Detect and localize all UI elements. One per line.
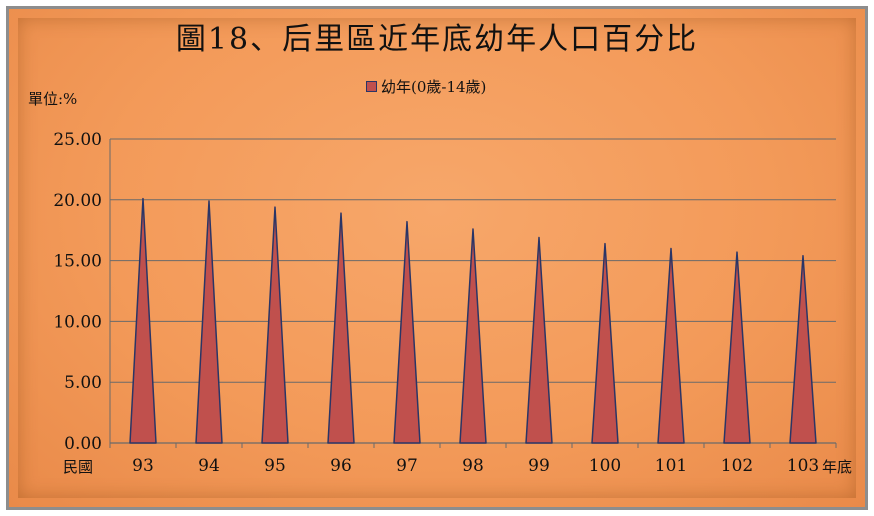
x-tick-label: 94 — [198, 456, 220, 476]
data-spike — [459, 228, 487, 444]
x-tick-label: 97 — [396, 456, 418, 476]
x-caption-left: 民國 — [63, 458, 93, 476]
chart-legend: 幼年(0歲-14歲) — [366, 76, 486, 97]
y-tick-label: 25.00 — [53, 130, 102, 150]
x-caption-right: 年底 — [822, 458, 852, 476]
x-tick-label: 95 — [264, 456, 286, 476]
x-tick-label: 98 — [462, 456, 484, 476]
y-unit-label: 單位:% — [28, 90, 78, 108]
data-spike — [195, 200, 223, 444]
data-spike — [129, 197, 157, 444]
y-tick-label: 15.00 — [53, 252, 102, 272]
data-spike — [327, 212, 355, 444]
data-spike — [789, 254, 817, 444]
data-spike — [393, 220, 421, 444]
y-tick-label: 20.00 — [53, 191, 102, 211]
x-tick-label: 102 — [721, 456, 753, 476]
y-tick-label: 0.00 — [64, 434, 102, 454]
x-tick-label: 100 — [589, 456, 621, 476]
legend-label: 幼年(0歲-14歲) — [381, 78, 487, 96]
x-tick-label: 93 — [132, 456, 154, 476]
data-spike — [525, 236, 553, 444]
x-tick-label: 99 — [528, 456, 550, 476]
data-spike — [261, 206, 289, 444]
x-tick-label: 101 — [655, 456, 687, 476]
y-tick-label: 5.00 — [64, 373, 102, 393]
legend-swatch — [366, 81, 377, 92]
y-tick-label: 10.00 — [53, 312, 102, 332]
x-tick-label: 103 — [787, 456, 819, 476]
data-spike — [657, 247, 685, 444]
data-spike — [591, 242, 619, 444]
chart-title: 圖18、后里區近年底幼年人口百分比 — [175, 22, 699, 57]
x-tick-label: 96 — [330, 456, 352, 476]
data-spike — [723, 251, 751, 444]
